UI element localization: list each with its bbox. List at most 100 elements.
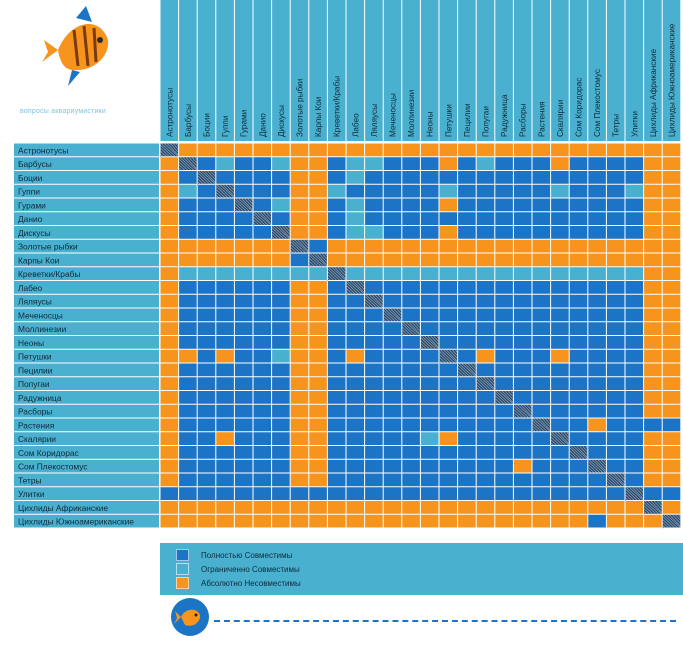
cell [402, 459, 420, 473]
cell [644, 336, 662, 349]
cell-hatch [420, 340, 430, 350]
cell [290, 171, 309, 184]
cell-hatch [327, 279, 329, 282]
cell [625, 418, 644, 432]
cell-hatch [402, 321, 418, 336]
cell [309, 501, 327, 514]
cell [197, 377, 216, 390]
cell [309, 171, 327, 184]
cell [662, 377, 681, 390]
cell [197, 267, 216, 280]
cell [569, 487, 588, 500]
cell [458, 391, 476, 404]
cell [234, 391, 253, 404]
column-label: Радужница [500, 94, 509, 137]
cell-hatch [647, 500, 662, 515]
cell [588, 391, 606, 404]
row-header-bg [14, 143, 159, 157]
cell [160, 349, 179, 363]
cell [327, 363, 346, 377]
cell [365, 198, 383, 212]
cell [532, 294, 551, 308]
cell [495, 171, 513, 184]
cell [625, 239, 644, 253]
legend-label-limited: Ограниченно Совместимы [201, 564, 300, 574]
cell-hatch [643, 511, 647, 515]
cell-hatch [259, 212, 272, 224]
cell [309, 267, 327, 280]
row-header-bg [14, 294, 159, 308]
row-label: Моллинезии [18, 324, 67, 334]
cell-hatch [294, 239, 309, 253]
cell [216, 226, 234, 239]
cell [476, 281, 495, 294]
cell-hatch [513, 409, 523, 418]
cell [476, 184, 495, 198]
cell [495, 198, 513, 212]
cell [216, 212, 234, 225]
cell [365, 253, 383, 267]
cell [327, 143, 346, 157]
row-header-bg [14, 239, 159, 253]
cell-hatch [306, 239, 309, 243]
cell [551, 322, 569, 335]
cell-hatch [289, 252, 292, 254]
cell-hatch [309, 257, 319, 267]
cell [662, 267, 681, 280]
cell-hatch [420, 343, 427, 350]
cell [365, 377, 383, 390]
cell [439, 322, 458, 335]
cell-hatch [622, 473, 625, 477]
cell [588, 404, 606, 418]
legend-item-incompatible: Абсолютно Несовместимы [176, 577, 301, 589]
row-label: Цихлиды Южноамериканские [18, 517, 134, 527]
cell-hatch [591, 459, 607, 473]
cell-hatch [629, 486, 644, 501]
cell [513, 501, 532, 514]
cell [234, 336, 253, 349]
cell-hatch [309, 253, 325, 267]
cell [365, 143, 383, 157]
cell [327, 514, 346, 528]
cell [662, 322, 681, 335]
cell [290, 418, 309, 432]
cell [179, 226, 197, 239]
cell-hatch [380, 294, 383, 298]
cell-hatch [327, 268, 340, 281]
cell-hatch [550, 444, 552, 447]
column-label: Цихлиды Южноамериканские [668, 23, 677, 137]
footer-fish-icon [171, 598, 209, 636]
legend-label-full: Полностью Совместимы [201, 550, 293, 560]
cell-hatch [663, 514, 678, 528]
cell-hatch [492, 377, 495, 380]
cell [179, 198, 197, 212]
cell [662, 432, 681, 445]
cell-hatch [197, 181, 201, 185]
cell [625, 184, 644, 198]
cell [625, 212, 644, 225]
cell [216, 349, 234, 363]
cell-hatch [569, 453, 576, 460]
column-label: Барбусы [184, 104, 193, 137]
cell-hatch [290, 244, 300, 253]
cell-hatch [464, 363, 476, 376]
column-header-bg [532, 0, 551, 141]
cell [476, 267, 495, 280]
cell [402, 404, 420, 418]
cell [458, 418, 476, 432]
row-label: Скалярии [18, 434, 56, 444]
cell [588, 322, 606, 335]
cell [253, 267, 272, 280]
cell [234, 157, 253, 170]
cell-hatch [417, 322, 421, 325]
cell [606, 322, 625, 335]
cell [197, 349, 216, 363]
cell [420, 226, 439, 239]
cell [197, 514, 216, 528]
cell [234, 514, 253, 528]
column-header-bg [216, 0, 234, 141]
row-label: Данио [18, 214, 43, 224]
cell [402, 363, 420, 377]
cell [309, 377, 327, 390]
cell [569, 418, 588, 432]
